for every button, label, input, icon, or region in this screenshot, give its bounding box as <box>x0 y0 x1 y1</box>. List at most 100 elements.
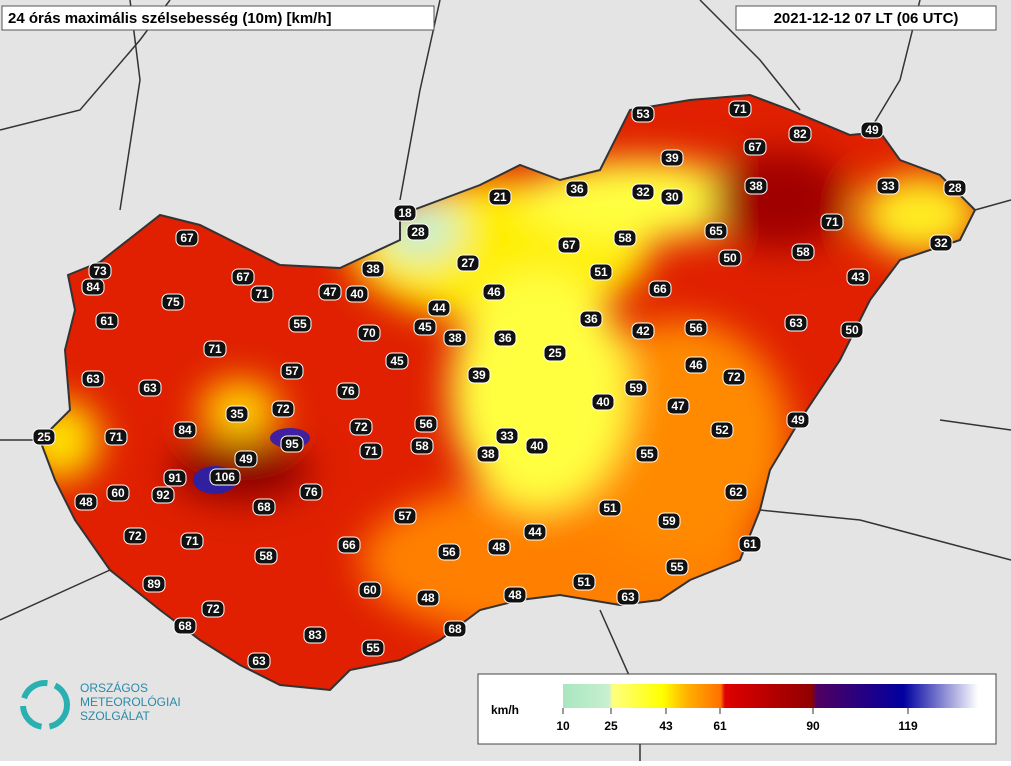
station-value: 56 <box>442 545 456 559</box>
legend: km/h 10 25 43 61 90 119 <box>477 673 997 745</box>
station-value: 67 <box>562 238 576 252</box>
station-badge <box>784 314 808 332</box>
station-value: 44 <box>432 301 446 315</box>
station-value: 55 <box>366 641 380 655</box>
station-badge <box>631 105 655 123</box>
station-badge <box>180 532 204 550</box>
station-value: 92 <box>156 488 170 502</box>
station-badge <box>616 588 640 606</box>
station-value: 49 <box>791 413 805 427</box>
station-badge <box>613 229 637 247</box>
station-badge <box>684 319 708 337</box>
station-value: 73 <box>93 264 107 278</box>
station-badge <box>234 450 258 468</box>
station-value: 70 <box>362 326 376 340</box>
station-value: 48 <box>421 591 435 605</box>
station-value: 66 <box>653 282 667 296</box>
station-badge <box>427 299 451 317</box>
station-badge <box>443 329 467 347</box>
station-badge <box>142 575 166 593</box>
station-value: 46 <box>487 285 501 299</box>
station-value: 67 <box>748 140 762 154</box>
legend-tick-label: 43 <box>659 719 673 733</box>
station-badge <box>201 600 225 618</box>
station-value: 66 <box>342 538 356 552</box>
station-badge <box>482 283 506 301</box>
station-value: 95 <box>285 437 299 451</box>
station-badge <box>467 366 491 384</box>
station-value: 39 <box>472 368 486 382</box>
station-value: 44 <box>528 525 542 539</box>
station-value: 21 <box>493 190 507 204</box>
station-value: 51 <box>594 265 608 279</box>
station-value: 71 <box>364 444 378 458</box>
station-badge <box>81 370 105 388</box>
station-value: 56 <box>689 321 703 335</box>
logo-mark <box>20 680 70 730</box>
station-badge <box>846 268 870 286</box>
station-value: 72 <box>206 602 220 616</box>
station-badge <box>929 234 953 252</box>
station-value: 48 <box>492 540 506 554</box>
station-badge <box>791 243 815 261</box>
station-value: 67 <box>180 231 194 245</box>
station-badge <box>357 324 381 342</box>
legend-tick-label: 119 <box>898 719 918 733</box>
station-value: 63 <box>789 316 803 330</box>
station-value: 60 <box>363 583 377 597</box>
station-badge <box>318 283 342 301</box>
station-badge <box>250 285 274 303</box>
station-badge <box>349 418 373 436</box>
station-value: 43 <box>851 270 865 284</box>
station-value: 68 <box>178 619 192 633</box>
station-badge <box>657 512 681 530</box>
station-value: 76 <box>304 485 318 499</box>
station-value: 25 <box>37 430 51 444</box>
station-badge <box>788 125 812 143</box>
station-badge <box>710 421 734 439</box>
station-value: 65 <box>709 224 723 238</box>
legend-bar <box>563 684 978 708</box>
station-value: 72 <box>128 529 142 543</box>
station-value: 30 <box>665 190 679 204</box>
station-value: 48 <box>508 588 522 602</box>
station-value: 38 <box>749 179 763 193</box>
station-value: 68 <box>257 500 271 514</box>
station-value: 40 <box>596 395 610 409</box>
station-badge <box>743 138 767 156</box>
station-badge <box>225 405 249 423</box>
legend-tick-label: 25 <box>604 719 618 733</box>
station-value: 76 <box>341 384 355 398</box>
station-value: 36 <box>498 331 512 345</box>
station-value: 28 <box>948 181 962 195</box>
station-badge <box>123 527 147 545</box>
station-value: 75 <box>166 295 180 309</box>
station-badge <box>666 397 690 415</box>
station-value: 62 <box>729 485 743 499</box>
station-badge <box>32 428 56 446</box>
station-value: 59 <box>662 514 676 528</box>
station-value: 58 <box>415 439 429 453</box>
station-badge <box>635 445 659 463</box>
station-value: 55 <box>670 560 684 574</box>
station-badge <box>591 393 615 411</box>
station-badge <box>728 100 752 118</box>
station-value: 51 <box>577 575 591 589</box>
station-badge <box>161 293 185 311</box>
station-value: 58 <box>259 549 273 563</box>
legend-unit: km/h <box>491 703 519 717</box>
station-value: 84 <box>86 280 100 294</box>
station-badge <box>303 626 327 644</box>
station-badge <box>345 285 369 303</box>
station-value: 40 <box>530 439 544 453</box>
station-value: 39 <box>665 151 679 165</box>
station-value: 71 <box>208 342 222 356</box>
station-badge <box>598 499 622 517</box>
station-badge <box>665 558 689 576</box>
station-badge <box>151 486 175 504</box>
station-value: 58 <box>796 245 810 259</box>
station-badge <box>163 469 187 487</box>
station-badge <box>299 483 323 501</box>
station-badge <box>95 312 119 330</box>
logo-text: METEOROLÓGIAI <box>80 694 181 709</box>
